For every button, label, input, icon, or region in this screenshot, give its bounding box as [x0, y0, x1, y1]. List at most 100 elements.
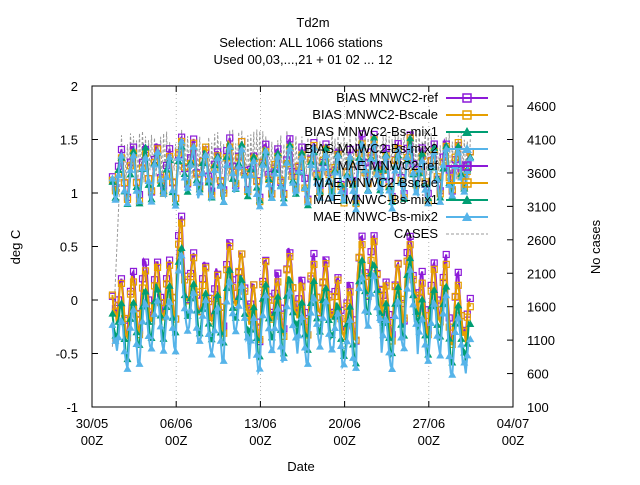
data-point	[129, 298, 138, 306]
x-tick-label: 13/06	[244, 416, 277, 431]
data-point	[204, 175, 213, 183]
data-point	[376, 314, 385, 322]
y2-tick-label: 100	[527, 400, 549, 415]
data-point	[165, 297, 174, 305]
data-point	[219, 356, 228, 364]
data-point	[190, 249, 198, 257]
data-point	[261, 280, 270, 288]
data-point	[400, 344, 409, 352]
data-point	[168, 186, 177, 194]
data-point	[306, 308, 315, 316]
data-point	[424, 199, 433, 207]
data-point	[123, 364, 132, 372]
legend-label: CASES	[394, 226, 438, 241]
data-point	[201, 150, 210, 158]
data-point	[207, 350, 216, 358]
legend-label: BIAS MNWC2-Bs-mix2	[304, 141, 438, 156]
data-point	[108, 174, 117, 182]
data-point	[267, 346, 276, 354]
data-point	[195, 336, 204, 344]
data-point	[388, 204, 397, 212]
data-point	[418, 156, 427, 164]
data-point	[226, 134, 234, 142]
data-point	[153, 285, 162, 293]
data-point	[226, 242, 234, 250]
data-point	[318, 313, 327, 321]
data-point	[216, 336, 225, 344]
chart-title-line-3: Used 00,03,...,21 + 01 02 ... 12	[214, 52, 393, 67]
data-point	[454, 313, 463, 321]
data-point	[358, 232, 366, 240]
data-point	[243, 185, 252, 193]
legend-marker	[462, 144, 472, 153]
data-point	[274, 269, 282, 277]
data-point	[252, 350, 261, 358]
data-point	[255, 364, 264, 372]
data-point	[117, 299, 126, 307]
data-point	[319, 278, 327, 286]
data-point	[406, 241, 414, 249]
data-point	[370, 133, 379, 141]
data-point	[207, 192, 216, 200]
data-point	[126, 165, 135, 173]
data-point	[297, 153, 306, 161]
data-point	[108, 320, 117, 328]
legend-marker	[462, 161, 472, 171]
data-point	[298, 283, 306, 291]
data-point	[150, 160, 159, 168]
data-point	[141, 287, 150, 295]
data-point	[300, 183, 309, 191]
data-point	[225, 277, 234, 285]
data-point	[120, 186, 129, 194]
data-point	[129, 278, 138, 286]
data-point	[237, 140, 246, 148]
data-point	[439, 278, 447, 286]
legend-marker	[462, 195, 472, 204]
data-point	[451, 292, 459, 301]
data-point	[300, 343, 309, 351]
data-point	[333, 303, 342, 311]
data-point	[183, 326, 192, 334]
data-point	[108, 291, 117, 299]
data-point	[210, 165, 219, 173]
x-tick-label-time: 00Z	[165, 433, 187, 448]
data-point	[126, 290, 135, 298]
data-point	[286, 253, 294, 261]
data-point	[177, 251, 186, 259]
data-point	[418, 279, 426, 287]
chart-title-line-1: Td2m	[296, 15, 329, 30]
data-point	[201, 289, 210, 297]
data-point	[213, 291, 222, 299]
data-point	[331, 292, 339, 301]
data-point	[177, 244, 186, 252]
chart-title: Td2m Selection: ALL 1066 stations Used 0…	[214, 15, 393, 67]
data-point	[250, 281, 258, 289]
data-point	[346, 152, 355, 160]
data-point	[307, 272, 315, 280]
data-point	[123, 199, 132, 207]
x-tick-label: 20/06	[328, 416, 361, 431]
data-point	[132, 186, 141, 194]
x-tick-label: 27/06	[413, 416, 446, 431]
y-tick-label: 1.5	[60, 133, 78, 148]
data-point	[427, 161, 436, 169]
x-tick-label: 06/06	[160, 416, 193, 431]
series-line	[111, 141, 472, 210]
data-point	[418, 314, 427, 322]
y2-tick-label: 2600	[527, 233, 556, 248]
data-point	[141, 143, 150, 151]
data-point	[322, 256, 330, 264]
data-point	[162, 172, 171, 180]
data-point	[391, 166, 400, 174]
data-point	[430, 143, 439, 151]
legend-marker	[462, 93, 472, 103]
data-point	[415, 327, 424, 335]
data-point	[162, 312, 171, 320]
data-point	[445, 180, 454, 188]
legend-label: MAE MNWC-Bs-mix1	[313, 192, 438, 207]
data-point	[201, 296, 210, 304]
data-point	[373, 303, 382, 311]
data-point	[448, 191, 457, 199]
y-axis-label: deg C	[8, 230, 23, 265]
data-point	[180, 173, 189, 181]
